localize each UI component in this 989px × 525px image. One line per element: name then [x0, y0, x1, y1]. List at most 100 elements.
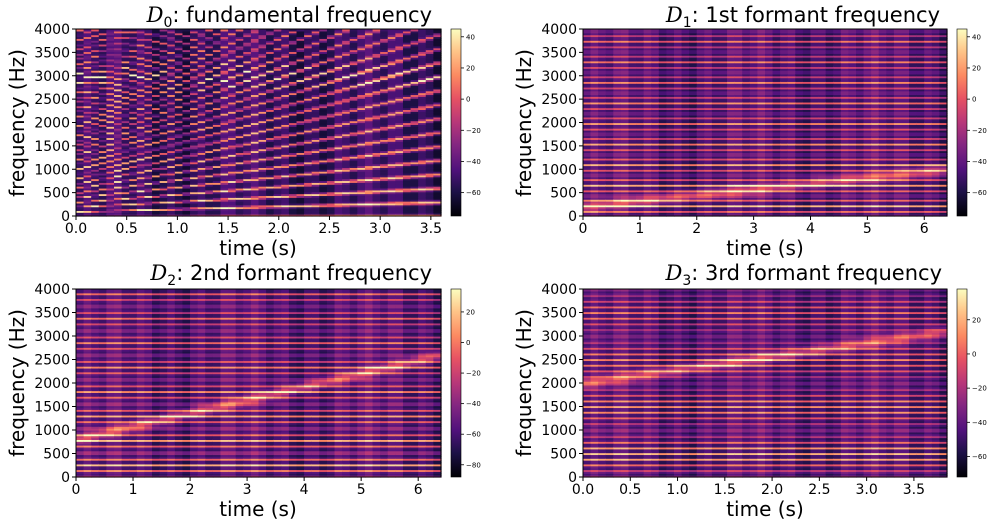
heatmap-cell	[228, 141, 237, 144]
heatmap-cell	[273, 72, 282, 75]
heatmap-cell	[243, 53, 252, 56]
heatmap-cell	[273, 81, 282, 84]
heatmap-cell	[220, 42, 229, 45]
heatmap-cell	[91, 77, 100, 81]
heatmap-cell	[583, 176, 592, 180]
heatmap-cell	[311, 208, 320, 211]
heatmap-cell	[266, 201, 275, 204]
heatmap-cell	[121, 98, 130, 101]
heatmap-cell	[372, 206, 381, 210]
heatmap-cell	[250, 180, 260, 183]
heatmap-cell	[326, 171, 336, 174]
heatmap-cell	[266, 45, 275, 49]
heatmap-cell	[167, 68, 176, 71]
heatmap-cell	[174, 148, 184, 152]
heatmap-cell	[319, 199, 328, 202]
heatmap-cell	[250, 137, 260, 140]
heatmap-cell	[364, 144, 374, 148]
heatmap-cell	[205, 62, 214, 66]
heatmap-cell	[395, 135, 404, 139]
heatmap-cell	[152, 118, 161, 122]
heatmap-cell	[167, 206, 176, 210]
heatmap-cell	[357, 36, 366, 39]
heatmap-cell	[281, 208, 290, 211]
heatmap-cell	[190, 156, 199, 159]
heatmap-cell	[235, 111, 244, 114]
heatmap-cell	[387, 186, 396, 189]
heatmap-cell	[326, 49, 336, 53]
heatmap-cell	[228, 152, 237, 155]
heatmap-cell	[296, 60, 305, 64]
heatmap-cell	[281, 184, 290, 187]
heatmap-cell	[266, 81, 275, 84]
heatmap-cell	[334, 30, 343, 34]
heatmap-cell	[334, 165, 343, 168]
heatmap-cell	[281, 144, 290, 148]
heatmap-cell	[83, 60, 92, 64]
heatmap-cell	[121, 133, 130, 137]
heatmap-cell	[205, 73, 214, 77]
heatmap-cell	[410, 148, 419, 152]
heatmap-cell	[106, 180, 115, 183]
heatmap-cell	[319, 34, 328, 38]
heatmap-cell	[281, 129, 290, 133]
heatmap-cell	[395, 172, 404, 176]
heatmap-cell	[197, 58, 206, 62]
heatmap-cell	[98, 156, 108, 159]
heatmap-cell	[395, 174, 404, 178]
heatmap-cell	[364, 122, 374, 125]
heatmap-cell	[372, 94, 381, 97]
heatmap-cell	[220, 105, 229, 109]
heatmap-cell	[106, 118, 115, 122]
heatmap-cell	[380, 178, 389, 182]
heatmap-cell	[395, 109, 404, 112]
heatmap-cell	[425, 206, 434, 210]
heatmap-cell	[121, 204, 130, 208]
heatmap-cell	[372, 90, 381, 94]
heatmap-cell	[266, 30, 275, 34]
heatmap-cell	[433, 143, 442, 146]
heatmap-cell	[91, 212, 100, 215]
heatmap-cell	[228, 163, 237, 167]
heatmap-cell	[136, 195, 146, 198]
heatmap-cell	[273, 49, 282, 53]
heatmap-cell	[243, 85, 252, 88]
heatmap-cell	[136, 178, 146, 182]
heatmap-cell	[288, 100, 298, 103]
heatmap-cell	[372, 115, 381, 118]
heatmap-cell	[288, 129, 298, 133]
heatmap-cell	[197, 180, 206, 183]
heatmap-cell	[433, 210, 442, 213]
heatmap-cell	[136, 159, 146, 163]
heatmap-cell	[159, 156, 168, 159]
heatmap-cell	[91, 29, 100, 32]
heatmap-cell	[326, 45, 336, 49]
heatmap-cell	[129, 111, 138, 114]
heatmap-cell	[106, 73, 115, 77]
heatmap-cell	[190, 60, 199, 64]
heatmap-cell	[410, 141, 419, 144]
heatmap-cell	[197, 40, 206, 43]
heatmap-cell	[372, 186, 381, 189]
heatmap-cell	[372, 51, 381, 54]
heatmap-cell	[410, 116, 419, 120]
heatmap-cell	[136, 62, 146, 66]
heatmap-cell	[197, 53, 206, 56]
heatmap-cell	[197, 214, 206, 217]
heatmap-cell	[266, 68, 275, 71]
heatmap-cell	[182, 79, 191, 82]
heatmap-cell	[296, 77, 305, 81]
heatmap-cell	[372, 73, 381, 77]
heatmap-cell	[167, 51, 176, 54]
heatmap-cell	[152, 113, 161, 116]
heatmap-cell	[372, 116, 381, 120]
heatmap-cell	[583, 131, 592, 135]
heatmap-cell	[76, 129, 85, 133]
heatmap-cell	[266, 43, 275, 47]
heatmap-cell	[402, 94, 412, 97]
heatmap-cell	[258, 199, 267, 202]
heatmap-cell	[288, 152, 298, 155]
heatmap-cell	[425, 68, 434, 71]
heatmap-cell	[387, 42, 396, 45]
heatmap-cell	[190, 199, 199, 202]
